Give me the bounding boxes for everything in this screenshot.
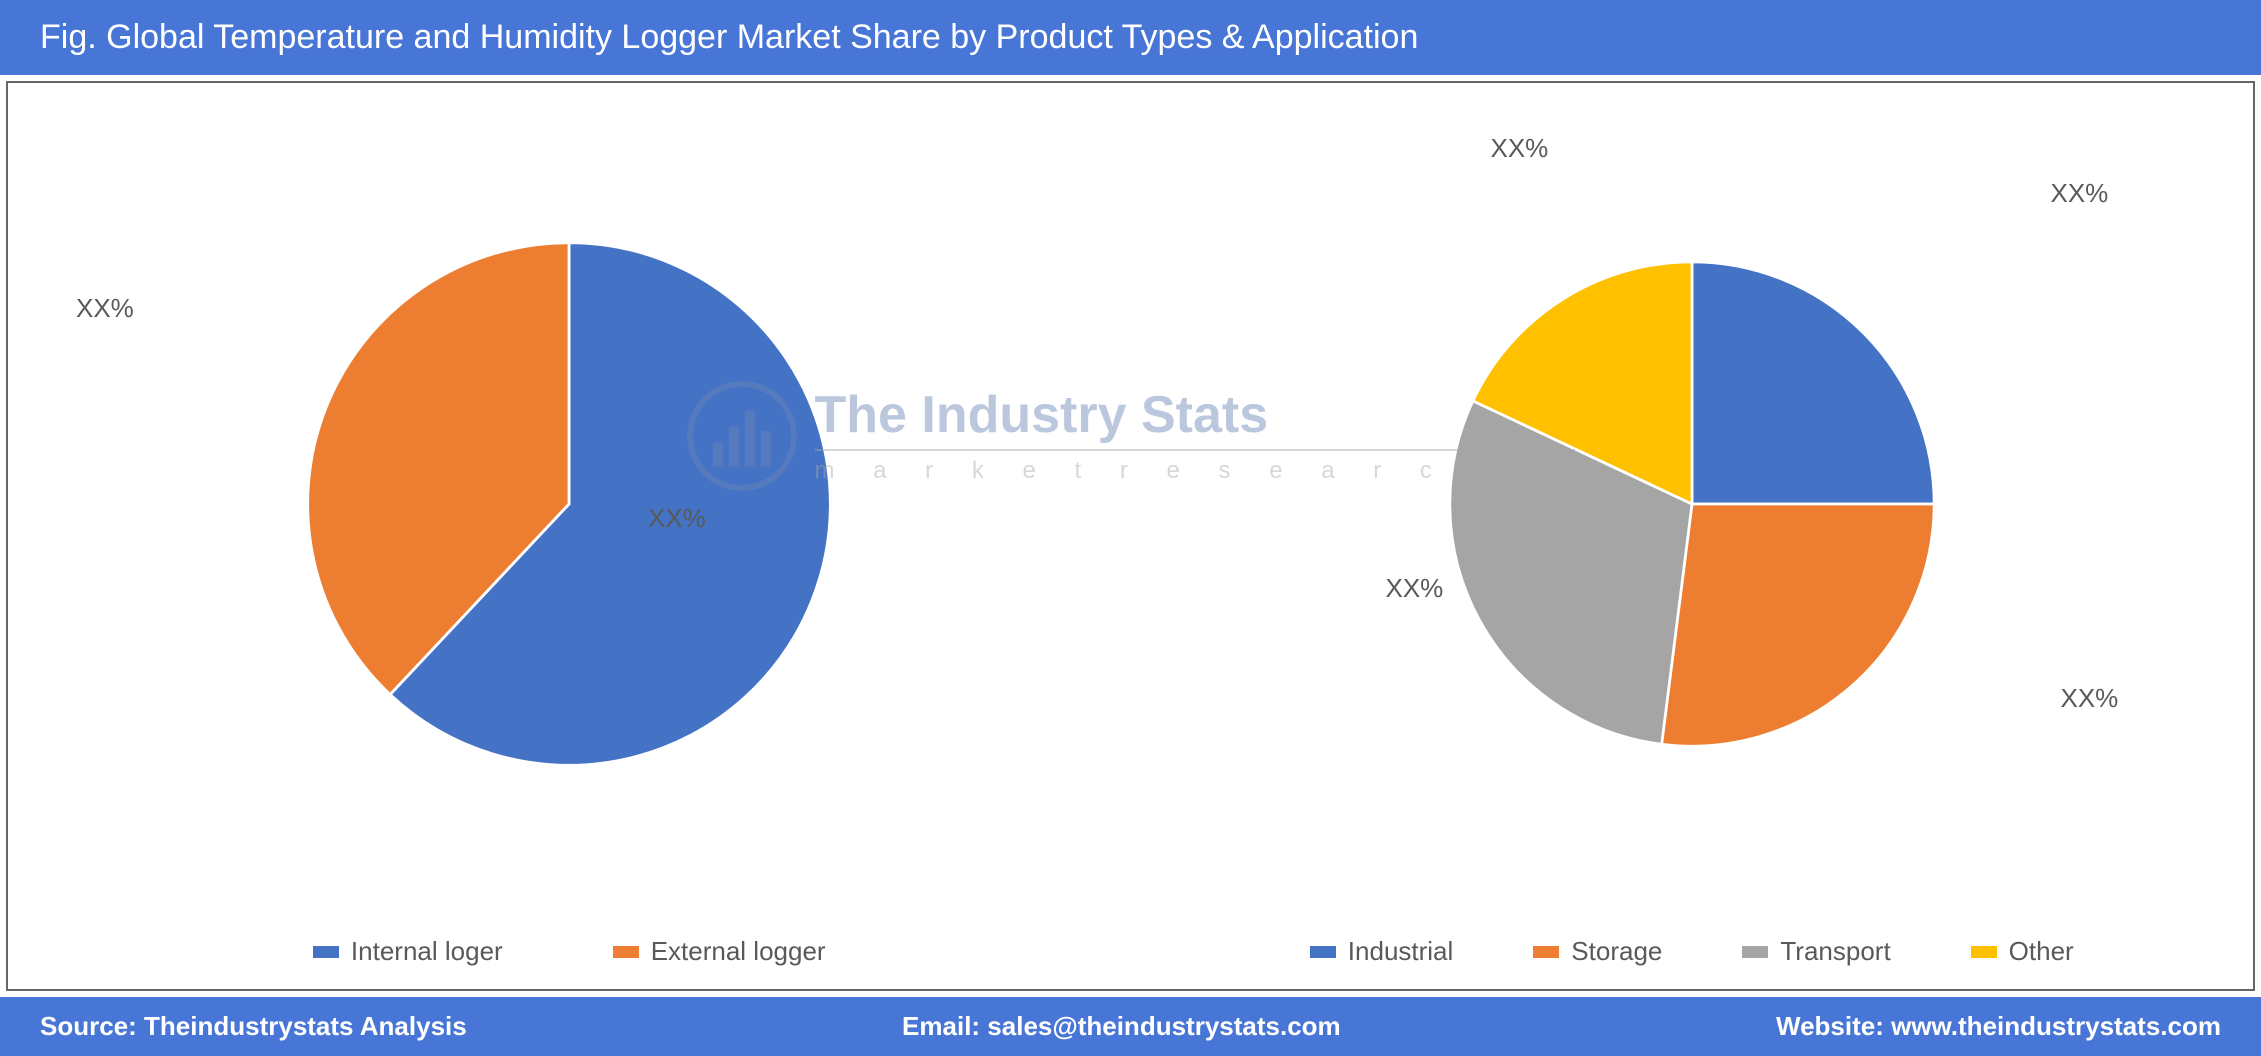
pie-right-svg [1427,239,1957,769]
pie-slice [1692,261,1934,503]
figure-title: Fig. Global Temperature and Humidity Log… [40,18,1418,56]
chart-area: XX%XX% XX%XX%XX%XX% The Industry Stats m… [6,81,2255,991]
legend-item: External logger [613,936,826,967]
legend-label: Storage [1571,936,1662,967]
legend-left: Internal loger External logger [8,936,1131,967]
legend-swatch [1310,946,1336,958]
pie-left-svg [289,224,849,784]
pie-slice-label: XX% [2061,683,2119,714]
legend-swatch [313,946,339,958]
legend-item: Storage [1533,936,1662,967]
pie-right-panel: XX% XX% XX% XX% [1131,83,2254,924]
footer-bar: Source: Theindustrystats Analysis Email:… [0,997,2261,1056]
legend-item: Other [1971,936,2074,967]
footer-website: Website: www.theindustrystats.com [1776,1011,2221,1042]
pie-slice-label: XX% [1386,573,1444,604]
figure-title-bar: Fig. Global Temperature and Humidity Log… [0,0,2261,75]
legend-swatch [1971,946,1997,958]
legend-swatch [1742,946,1768,958]
pie-slice-label: XX% [2051,178,2109,209]
pie-slice-label: XX% [76,293,134,324]
legend-swatch [613,946,639,958]
legend-label: Industrial [1348,936,1454,967]
legend-row: Internal loger External logger Industrial… [8,924,2253,989]
legend-label: External logger [651,936,826,967]
legend-swatch [1533,946,1559,958]
legend-item: Internal loger [313,936,503,967]
pie-slice-label: XX% [648,503,706,534]
legend-label: Other [2009,936,2074,967]
legend-item: Industrial [1310,936,1454,967]
pie-charts-row: XX%XX% XX%XX%XX%XX% The Industry Stats m… [8,83,2253,924]
legend-right: Industrial Storage Transport Other [1131,936,2254,967]
legend-label: Internal loger [351,936,503,967]
pie-slice-label: XX% [1491,133,1549,164]
legend-label: Transport [1780,936,1890,967]
pie-slice [1661,504,1934,746]
footer-email: Email: sales@theindustrystats.com [902,1011,1341,1042]
footer-source: Source: Theindustrystats Analysis [40,1011,467,1042]
pie-left-panel: XX% XX% [8,83,1131,924]
legend-item: Transport [1742,936,1890,967]
